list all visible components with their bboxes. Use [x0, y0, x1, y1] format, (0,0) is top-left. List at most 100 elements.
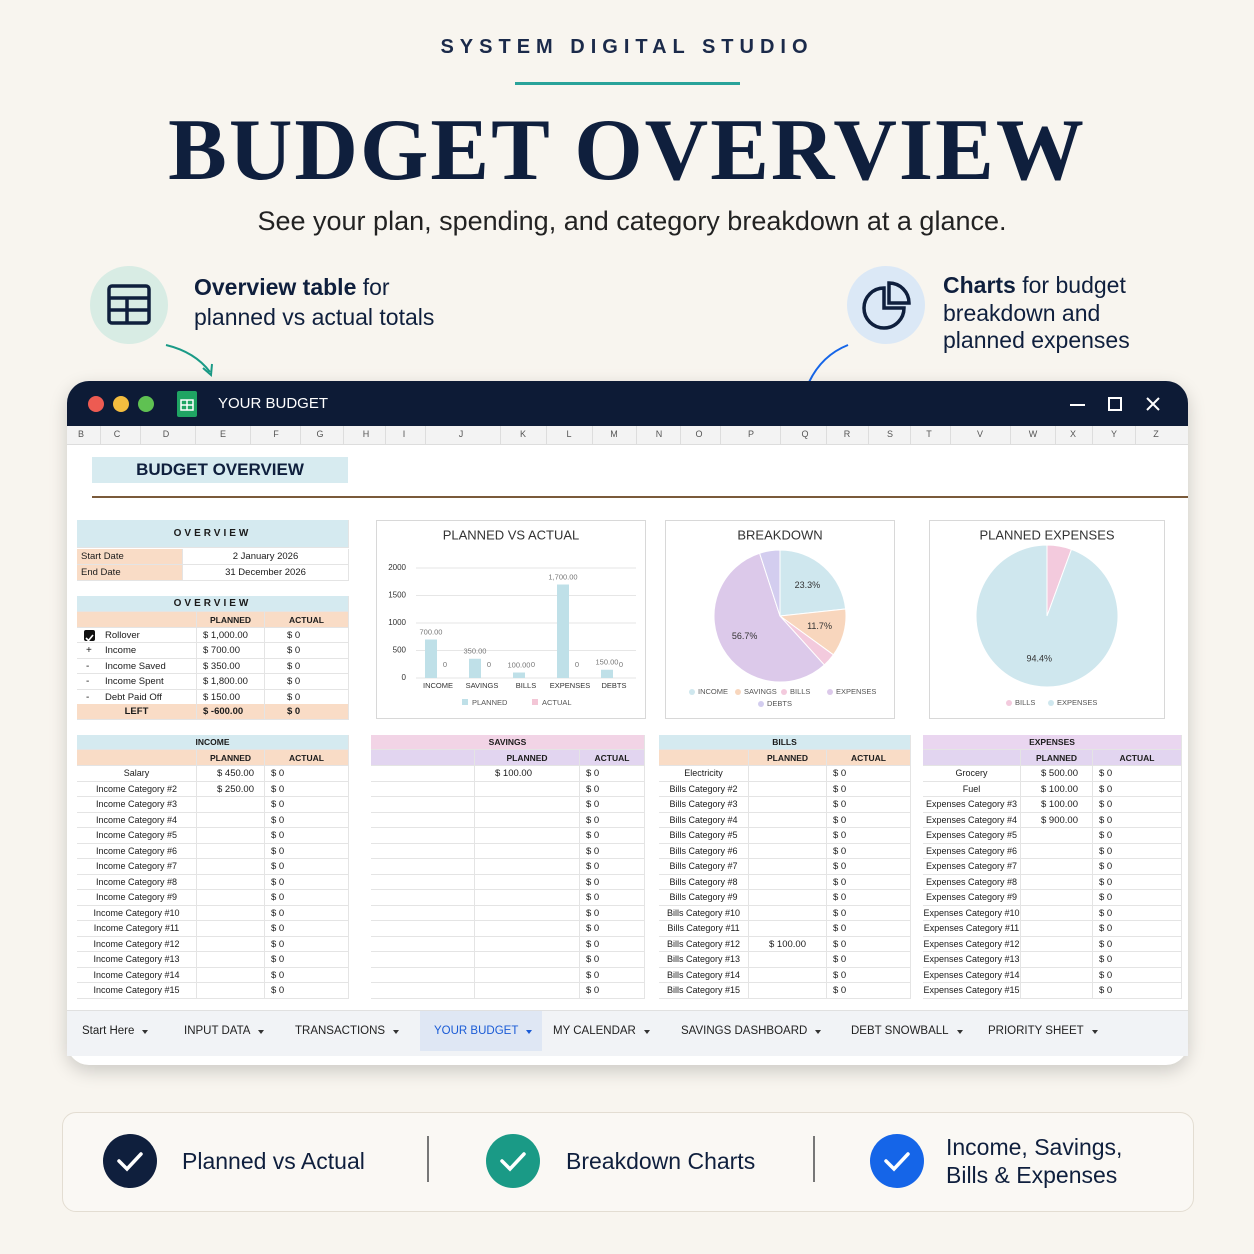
cell: $ 0: [1093, 936, 1182, 952]
cell: [197, 905, 265, 921]
active-tab-bg: [420, 1011, 542, 1051]
sign: -: [86, 676, 90, 688]
cell: $ 0: [827, 766, 911, 782]
cell: $ 0: [1093, 859, 1182, 875]
cell: [749, 905, 827, 921]
sign: -: [86, 691, 90, 703]
legend-label: DEBTS: [767, 699, 792, 708]
cell: [475, 828, 580, 844]
cell: $ 0: [827, 828, 911, 844]
badge-circle: [870, 1134, 924, 1188]
cell: [1021, 983, 1093, 999]
pie-slice: [758, 549, 781, 617]
cell: INCOME: [77, 735, 349, 750]
cell: $ 0: [580, 983, 645, 999]
cell: $ 0: [1093, 766, 1182, 782]
feature-text: Income, Savings, Bills & Expenses: [946, 1134, 1123, 1188]
legend-dot: [1048, 700, 1054, 706]
cell: [1021, 952, 1093, 968]
cell: OVERVIEW: [77, 596, 349, 612]
y-tick-label: 0: [402, 673, 407, 682]
tab[interactable]: INPUT DATA: [184, 1025, 251, 1037]
cell: $ 150.00: [197, 689, 265, 705]
cell: PLANNED: [749, 750, 827, 766]
x-tick-label: DEBTS: [601, 681, 626, 690]
cell: $ 350.00: [197, 658, 265, 675]
column-letter: B: [77, 429, 84, 439]
data-label: 0: [575, 660, 579, 669]
cell: $ 0: [265, 766, 349, 782]
tab[interactable]: TRANSACTIONS: [295, 1025, 386, 1037]
cell: $ 1,000.00: [197, 628, 265, 644]
cell: [197, 921, 265, 937]
tab[interactable]: YOUR BUDGET: [434, 1025, 519, 1037]
cell: $ 0: [580, 874, 645, 890]
legend-label: INCOME: [698, 687, 728, 696]
cell: $ 0: [1093, 890, 1182, 906]
cell: $ 0: [1093, 812, 1182, 828]
column-letter: E: [219, 429, 226, 439]
cell: $ 0: [827, 921, 911, 937]
legend-swatch: [462, 699, 468, 705]
cell: $ 100.00: [1021, 797, 1093, 813]
tab[interactable]: Start Here: [82, 1025, 135, 1037]
tab[interactable]: SAVINGS DASHBOARD: [681, 1025, 808, 1037]
column-divider: [140, 426, 141, 444]
cell: [475, 859, 580, 875]
tab[interactable]: PRIORITY SHEET: [988, 1025, 1084, 1037]
chart-title: BREAKDOWN: [737, 527, 822, 542]
cell: $ 700.00: [197, 643, 265, 659]
cell: $ 0: [265, 859, 349, 875]
badge-check: [117, 1152, 143, 1172]
cell: [197, 890, 265, 906]
cell: $ 100.00: [475, 766, 580, 782]
cell: $ -600.00: [197, 704, 265, 720]
cell: [371, 750, 475, 766]
cell: Expenses Category #9: [923, 890, 1021, 906]
cell: Income Category #10: [77, 905, 197, 921]
chart: PLANNED VS ACTUAL 0 500 1000 1500 2000 700.00 3…: [388, 527, 636, 707]
cell: $ 0: [1093, 797, 1182, 813]
cell: [749, 859, 827, 875]
cell: ACTUAL: [827, 750, 911, 766]
cell: $ 0: [580, 781, 645, 797]
cell: [749, 812, 827, 828]
window-title: YOUR BUDGET: [218, 395, 329, 412]
cell: [475, 812, 580, 828]
cell: PLANNED: [1021, 750, 1093, 766]
column-divider: [720, 426, 721, 444]
column-letter: R: [843, 429, 851, 439]
cell: [475, 952, 580, 968]
brand: SYSTEM DIGITAL STUDIO: [440, 36, 814, 58]
cell: [371, 905, 475, 921]
cell: [749, 874, 827, 890]
checkbox: [84, 630, 95, 642]
tab[interactable]: MY CALENDAR: [553, 1025, 636, 1037]
cell: $ 0: [580, 797, 645, 813]
cell: [749, 828, 827, 844]
sign: -: [86, 660, 90, 672]
check-badge: [103, 1134, 157, 1188]
cell: [1021, 843, 1093, 859]
cell: $ 0: [827, 905, 911, 921]
column-letter: H: [362, 429, 370, 439]
data-label: 150.00: [596, 658, 619, 667]
column-divider: [343, 426, 344, 444]
cell: Bills Category #14: [659, 967, 749, 983]
cell: $ 0: [827, 843, 911, 859]
cell: Fuel: [923, 781, 1021, 797]
column-letter: O: [695, 429, 703, 439]
tab[interactable]: DEBT SNOWBALL: [851, 1025, 949, 1037]
cell: [475, 797, 580, 813]
column-letter: F: [273, 429, 279, 439]
cell: $ 0: [265, 843, 349, 859]
column-letter: G: [316, 429, 324, 439]
cell: Bills Category #3: [659, 797, 749, 813]
chart-box: [376, 520, 646, 719]
cell: Income Category #11: [77, 921, 197, 937]
cell: $ 0: [265, 905, 349, 921]
x-tick-label: SAVINGS: [466, 681, 499, 690]
cell: Salary: [77, 766, 197, 782]
legend-label: SAVINGS: [744, 687, 777, 696]
